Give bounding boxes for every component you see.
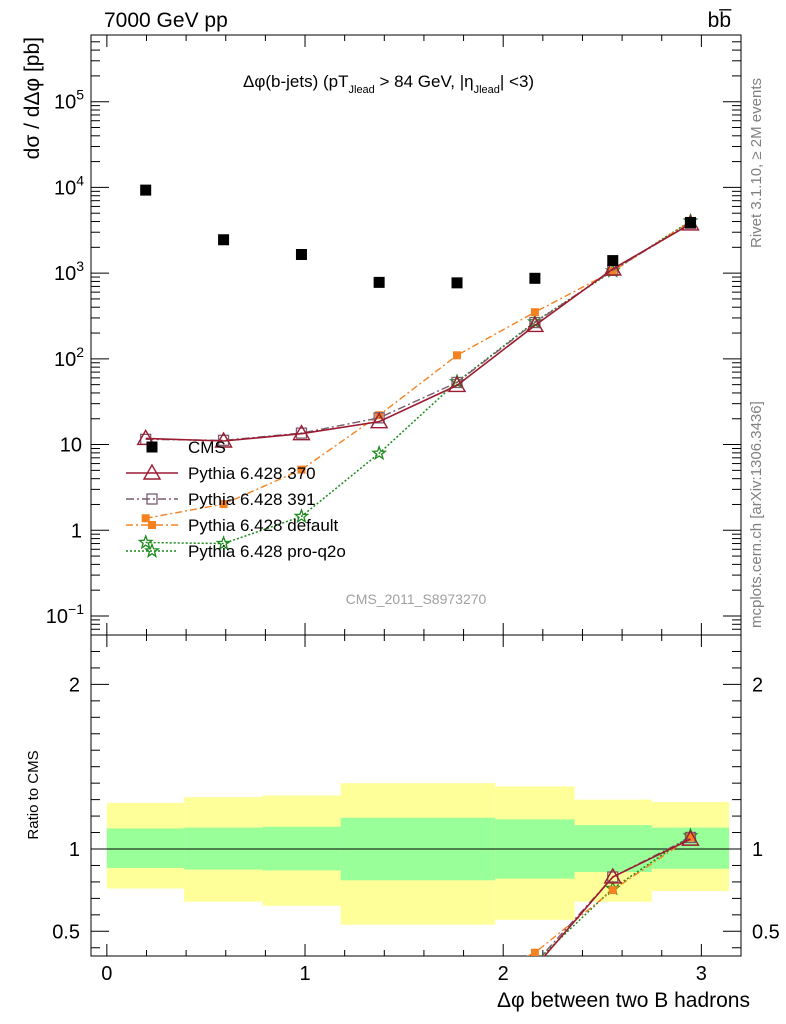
y-tick-label: 103 bbox=[54, 258, 84, 285]
y-tick-label: 105 bbox=[54, 87, 84, 114]
main-point-pdefault bbox=[608, 267, 617, 276]
header-right: bb̅ bbox=[708, 9, 733, 32]
main-point-cms bbox=[295, 248, 307, 260]
main-point-pq2o bbox=[137, 534, 154, 550]
main-point-p370 bbox=[369, 412, 389, 429]
legend-label-p370: Pythia 6.428 370 bbox=[188, 464, 316, 483]
main-y-axis-label: dσ / dΔφ [pb] bbox=[21, 37, 44, 159]
plot-frames bbox=[90, 34, 742, 957]
main-point-pdefault bbox=[141, 514, 150, 523]
legend: CMS Pythia 6.428 370 Pythia 6.428 391 Pythi… bbox=[126, 438, 346, 561]
legend-label-cms: CMS bbox=[188, 438, 226, 457]
ratio-y-tick-label-right: 2 bbox=[752, 674, 763, 696]
ratio-point-pdefault bbox=[686, 833, 695, 842]
ratio-y-tick-label-right: 1 bbox=[752, 839, 763, 861]
title-sub1: Jlead bbox=[349, 84, 375, 96]
legend-marker-p391 bbox=[146, 493, 158, 505]
main-point-pdefault bbox=[530, 308, 539, 317]
legend-marker-pdefault bbox=[148, 521, 156, 529]
main-point-pdefault bbox=[219, 500, 228, 509]
title-mid: > 84 GeV, |η bbox=[375, 72, 474, 91]
analysis-watermark: CMS_2011_S8973270 bbox=[346, 591, 487, 607]
title-end: | <3) bbox=[500, 72, 534, 91]
ratio-point-pq2o bbox=[534, 954, 536, 956]
x-tick-label: 3 bbox=[696, 963, 707, 985]
legend-marker-cms bbox=[146, 441, 158, 453]
main-point-p370 bbox=[525, 316, 545, 333]
main-line-pdefault bbox=[145, 220, 691, 519]
legend-label-p391: Pythia 6.428 391 bbox=[188, 490, 316, 509]
ratio-y-tick-label: 1 bbox=[69, 839, 80, 861]
ratio-y-tick-label: 0.5 bbox=[52, 921, 80, 943]
ratio-uncertainty-bands bbox=[91, 783, 741, 925]
title-main: Δφ(b-jets) (pT bbox=[243, 72, 349, 91]
main-point-cms bbox=[607, 255, 619, 267]
axis-ticks: 0 1 2 3 10−1 1 10 102 103 104 105 0.5 0.5 1 1 2 2 bbox=[46, 34, 780, 985]
ratio-y-tick-label: 2 bbox=[69, 674, 80, 696]
header-left: 7000 GeV pp bbox=[104, 9, 228, 32]
ratio-line-pdefault bbox=[526, 836, 691, 956]
main-line-p370 bbox=[145, 223, 691, 442]
main-point-p370 bbox=[214, 431, 233, 448]
y-tick-label: 102 bbox=[54, 344, 84, 371]
x-tick-label: 1 bbox=[299, 963, 310, 985]
side-source-text: mcplots.cern.ch [arXiv:1306.3436] bbox=[748, 401, 765, 628]
main-point-cms bbox=[451, 277, 463, 289]
title-sub2: Jlead bbox=[474, 84, 500, 96]
main-title: Δφ(b-jets) (pTJlead > 84 GeV, |ηJlead| <… bbox=[243, 72, 534, 96]
main-point-pdefault bbox=[453, 351, 462, 360]
legend-marker-p370 bbox=[142, 463, 162, 480]
ratio-plot-frame bbox=[90, 634, 742, 957]
main-point-cms bbox=[140, 184, 152, 196]
ratio-point-p370 bbox=[681, 829, 700, 846]
main-point-pq2o bbox=[215, 535, 232, 551]
ratio-line-p370 bbox=[543, 838, 691, 956]
x-tick-label: 2 bbox=[498, 963, 509, 985]
main-point-cms bbox=[684, 216, 696, 228]
y-tick-label: 104 bbox=[54, 172, 84, 199]
main-point-pdefault bbox=[297, 465, 306, 474]
ratio-point-p391 bbox=[530, 958, 540, 968]
data-series bbox=[136, 184, 700, 968]
y-tick-label: 10−1 bbox=[46, 601, 84, 628]
ratio-series bbox=[526, 827, 700, 968]
y-tick-label: 10 bbox=[60, 435, 82, 457]
legend-marker-pq2o bbox=[144, 542, 160, 558]
main-point-pq2o bbox=[293, 507, 310, 524]
ratio-point-pdefault bbox=[608, 886, 617, 895]
main-point-p370 bbox=[292, 424, 311, 441]
main-point-pq2o bbox=[371, 444, 388, 461]
band-inner-0 bbox=[106, 828, 185, 868]
main-point-p370 bbox=[603, 259, 622, 276]
legend-label-pq2o: Pythia 6.428 pro-q2o bbox=[188, 542, 346, 561]
ratio-y-tick-label-right: 0.5 bbox=[752, 921, 780, 943]
x-axis-label: Δφ between two B hadrons bbox=[497, 989, 750, 1012]
main-point-cms bbox=[373, 276, 385, 288]
ratio-point-p370 bbox=[603, 867, 622, 884]
legend-label-pdefault: Pythia 6.428 default bbox=[188, 516, 339, 535]
ratio-point-pdefault bbox=[530, 948, 539, 956]
main-point-p370 bbox=[447, 375, 467, 393]
main-point-cms bbox=[218, 234, 230, 246]
side-rivet-text: Rivet 3.1.10, ≥ 2M events bbox=[748, 78, 765, 248]
main-point-p370 bbox=[136, 428, 155, 446]
y-tick-label: 1 bbox=[71, 520, 82, 542]
main-point-cms bbox=[529, 272, 541, 284]
x-tick-label: 0 bbox=[101, 963, 112, 985]
main-point-pdefault bbox=[375, 411, 384, 420]
ratio-y-axis-label: Ratio to CMS bbox=[25, 750, 42, 839]
